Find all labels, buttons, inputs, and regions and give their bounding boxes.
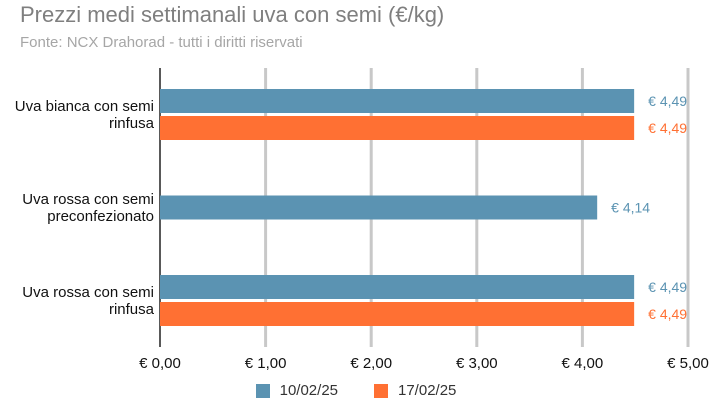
bar [160, 89, 635, 113]
data-label: € 4,14 [611, 200, 650, 216]
legend-item-series-1: 10/02/25 [255, 382, 338, 399]
legend-label-series-2: 17/02/25 [398, 382, 457, 399]
data-label: € 4,49 [648, 279, 687, 295]
data-label: € 4,49 [648, 306, 687, 322]
data-label: € 4,49 [648, 120, 687, 136]
bar [160, 275, 635, 299]
legend-label-series-1: 10/02/25 [279, 382, 338, 399]
x-tick-label: € 5,00 [667, 355, 709, 372]
category-labels: Uva bianca con semi rinfusa Uva rossa con … [15, 98, 155, 318]
x-tick-label: € 1,00 [245, 355, 287, 372]
category-label: Uva rossa con semi preconfezionato [22, 191, 154, 225]
bar [160, 302, 635, 326]
category-label: Uva bianca con semi rinfusa [15, 98, 155, 132]
x-tick-label: € 0,00 [139, 355, 181, 372]
x-tick-label: € 3,00 [456, 355, 498, 372]
legend-swatch-series-2 [374, 383, 388, 398]
data-label: € 4,49 [648, 93, 687, 109]
x-tick-labels: € 0,00 € 1,00 € 2,00 € 3,00 € 4,00 € 5,00 [139, 355, 709, 372]
x-tick-label: € 2,00 [350, 355, 392, 372]
x-tick-label: € 4,00 [562, 355, 604, 372]
legend: 10/02/25 17/02/25 [0, 382, 712, 399]
category-label: Uva rossa con semi rinfusa [22, 284, 154, 318]
chart-title: Prezzi medi settimanali uva con semi (€/… [20, 2, 445, 27]
legend-item-series-2: 17/02/25 [374, 382, 456, 399]
legend-swatch-series-1 [255, 383, 270, 398]
bar-chart: € 4,49 € 4,49 € 4,14 € 4,49 € 4,49 Uva bianc… [15, 68, 709, 372]
bars: € 4,49 € 4,49 € 4,14 € 4,49 € 4,49 [160, 89, 687, 326]
bar [160, 116, 635, 140]
bar [160, 195, 598, 220]
chart-subtitle: Fonte: NCX Drahorad - tutti i diritti ri… [20, 34, 303, 51]
